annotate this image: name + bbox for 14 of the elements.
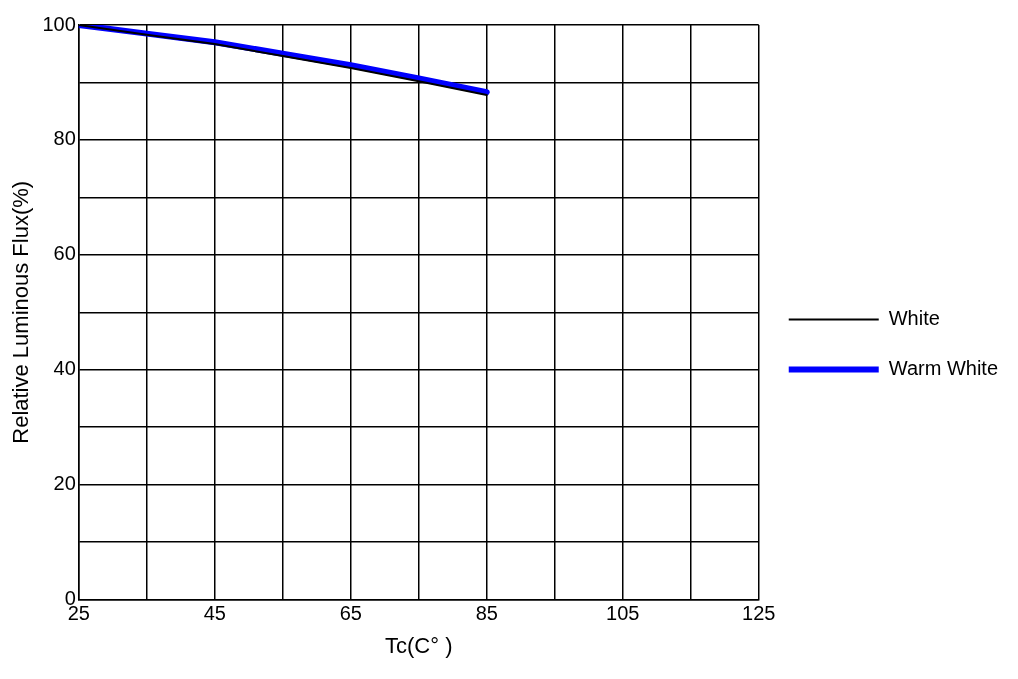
legend-label: White [888,307,940,330]
y-tick-label: 100 [42,12,76,35]
x-tick-label: 65 [339,602,362,625]
y-tick-label: 60 [53,242,76,265]
x-tick-label: 45 [203,602,226,625]
x-axis-title: Tc(C° ) [385,632,453,658]
x-tick-label: 85 [475,602,498,625]
y-axis-title: Relative Luminous Flux(%) [8,180,34,444]
x-tick-label: 125 [742,602,776,625]
y-tick-label: 40 [53,357,76,380]
y-tick-label: 80 [53,127,76,150]
y-tick-label: 20 [53,472,76,495]
x-tick-label: 105 [606,602,640,625]
legend-label: Warm White [888,357,999,380]
